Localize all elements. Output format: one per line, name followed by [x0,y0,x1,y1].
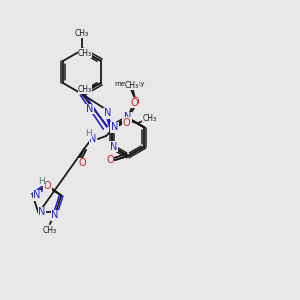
Text: O: O [130,98,138,108]
Text: N: N [89,134,97,144]
Text: N: N [86,104,93,114]
Text: CH₃: CH₃ [75,28,89,38]
Text: N: N [104,109,111,118]
Text: N: N [124,112,132,122]
Text: N: N [111,122,118,133]
Text: CH₃: CH₃ [78,85,92,94]
Text: O: O [131,97,139,107]
Text: O: O [106,155,114,165]
Text: CH₃: CH₃ [125,80,139,89]
Text: H: H [85,130,92,139]
Text: H: H [38,177,45,186]
Text: N: N [38,207,46,217]
Text: methoxy: methoxy [115,81,145,87]
Text: O: O [78,158,86,168]
Text: O: O [44,182,51,191]
Text: O: O [123,118,130,128]
Text: CH₃: CH₃ [142,114,157,123]
Text: N: N [110,142,117,152]
Text: N: N [51,210,59,220]
Text: N: N [33,190,40,200]
Text: CH₃: CH₃ [43,226,57,235]
Text: CH₃: CH₃ [78,49,92,58]
